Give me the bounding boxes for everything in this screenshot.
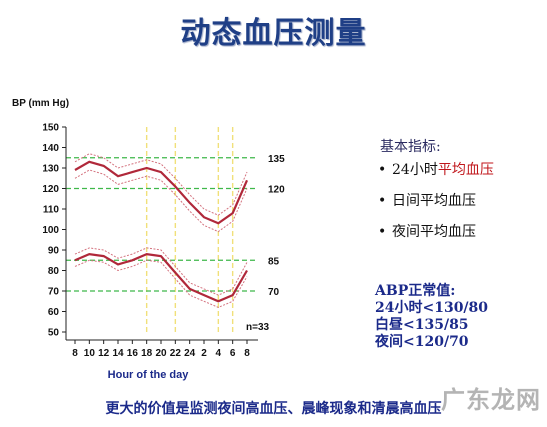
y-tick-label: 50 xyxy=(48,328,60,339)
indicators-title: 基本指标: xyxy=(380,139,441,155)
y-tick-label: 130 xyxy=(42,164,59,175)
x-tick-label: 16 xyxy=(127,348,139,359)
x-tick-label: 20 xyxy=(155,348,167,359)
y-tick-label: 90 xyxy=(48,246,60,257)
y-axis-label: BP (mm Hg) xyxy=(12,98,69,109)
indicators-list: • 24小时平均血压 • 日间平均血压 • 夜间平均血压 xyxy=(378,162,494,255)
y-tick-label: 80 xyxy=(48,266,60,277)
reference-label: 85 xyxy=(268,256,280,267)
bullet-icon: • xyxy=(378,193,387,209)
y-tick-label: 70 xyxy=(48,287,60,298)
confidence-band-line xyxy=(74,247,248,296)
bottom-note: 更大的价值是监测夜间高血压、晨峰现象和清晨高血压 xyxy=(105,401,442,417)
reference-label: 70 xyxy=(268,287,280,298)
sample-size-annotation: n=33 xyxy=(246,322,270,333)
x-tick-label: 6 xyxy=(230,348,236,359)
mean-bp-series-line xyxy=(74,160,249,225)
slide-title: 动态血压测量 xyxy=(0,8,547,52)
normal-values-title: ABP正常值: xyxy=(375,283,456,299)
indicator-text: 夜间平均血压 xyxy=(392,224,476,240)
indicator-item: • 日间平均血压 xyxy=(378,193,494,224)
normal-value-line: 24小时<130/80 xyxy=(375,300,489,316)
reference-label: 135 xyxy=(268,154,285,165)
x-tick-label: 2 xyxy=(201,348,207,359)
normal-value-line: 白昼<135/85 xyxy=(375,317,469,333)
bullet-icon: • xyxy=(378,224,387,240)
x-tick-label: 8 xyxy=(244,348,250,359)
x-tick-label: 18 xyxy=(141,348,153,359)
indicator-item: • 夜间平均血压 xyxy=(378,224,494,255)
x-axis-label: Hour of the day xyxy=(108,369,190,381)
reference-label: 120 xyxy=(268,185,285,196)
x-tick-label: 10 xyxy=(84,348,96,359)
slide-title-text: 动态血压测量 xyxy=(180,16,367,51)
x-tick-label: 24 xyxy=(184,348,196,359)
x-tick-label: 22 xyxy=(170,348,182,359)
indicator-item: • 24小时平均血压 xyxy=(378,162,494,193)
y-tick-label: 140 xyxy=(42,143,59,154)
mean-bp-series-line xyxy=(74,252,248,303)
indicator-text: 日间平均血压 xyxy=(392,193,476,209)
normal-value-line: 夜间<120/70 xyxy=(375,334,469,350)
x-tick-label: 8 xyxy=(72,348,78,359)
confidence-band-line xyxy=(74,259,248,308)
confidence-band-line xyxy=(74,153,248,216)
y-tick-label: 120 xyxy=(42,184,59,195)
x-tick-label: 14 xyxy=(112,348,124,359)
watermark: 广东龙网 xyxy=(441,386,541,414)
y-tick-label: 60 xyxy=(48,307,60,318)
indicator-highlight: 平均血压 xyxy=(437,162,494,178)
y-tick-label: 100 xyxy=(42,225,59,236)
confidence-band-line xyxy=(74,169,248,233)
bullet-icon: • xyxy=(378,162,387,178)
x-tick-label: 12 xyxy=(98,348,110,359)
y-tick-label: 110 xyxy=(43,205,60,216)
x-tick-label: 4 xyxy=(216,348,222,359)
normal-values-box: ABP正常值: 24小时<130/80 白昼<135/85 夜间<120/70 xyxy=(375,283,488,351)
y-tick-label: 150 xyxy=(42,123,59,134)
indicator-text: 24小时 xyxy=(392,162,438,178)
